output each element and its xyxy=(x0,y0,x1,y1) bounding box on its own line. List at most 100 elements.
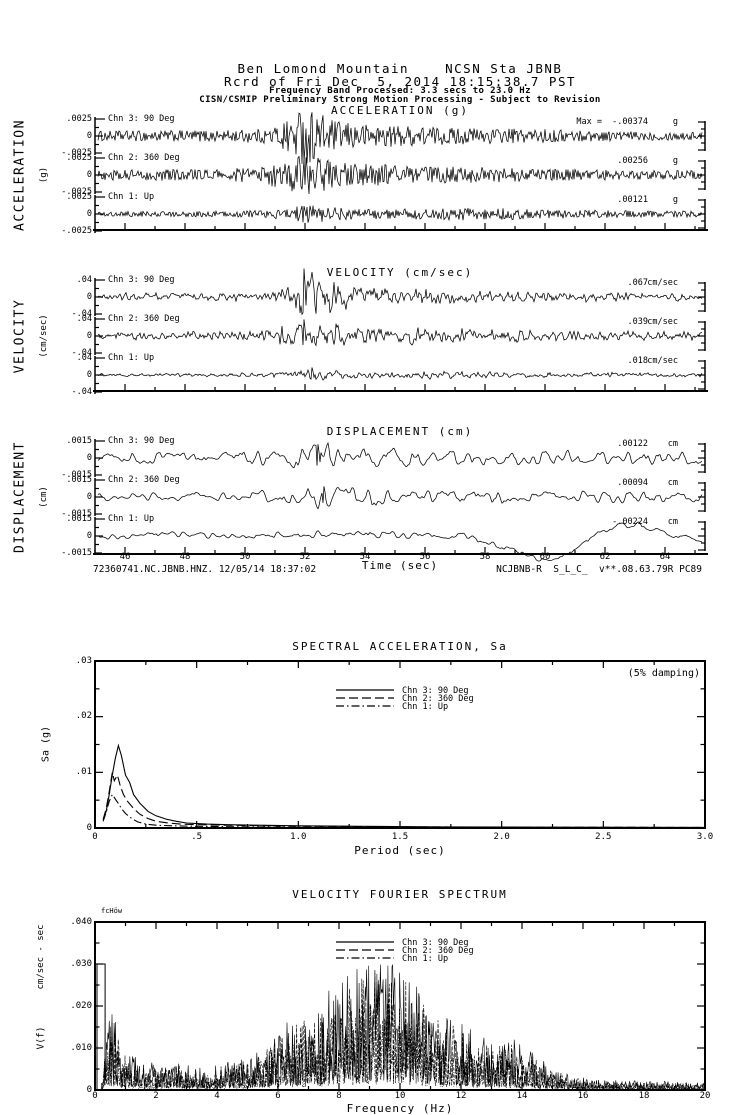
y-tick-label: .04 xyxy=(76,313,92,324)
displacement-panel-title: DISPLACEMENT (cm) xyxy=(326,425,474,438)
processing-version-footer: NCJBNB-R S_L_C_ v**.08.63.79R PC89 xyxy=(496,564,702,575)
peak-value-label: .039 xyxy=(627,317,648,327)
record-datetime: Rcrd of Fri Dec 5, 2014 18:15:38.7 PST xyxy=(224,73,576,89)
y-tick-label: -.0025 xyxy=(61,225,92,236)
x-tick-label: 50 xyxy=(239,552,251,562)
record-id-footer: 72360741.NC.JBNB.HNZ. 12/05/14 18:37:02 xyxy=(93,564,317,575)
sa-y-tick-label: .02 xyxy=(75,711,92,722)
x-tick-label: 58 xyxy=(479,552,491,562)
channel-label: Chn 1: Up xyxy=(108,353,155,363)
peak-unit-label: cm xyxy=(667,478,678,488)
fourier-y-tick-label: .010 xyxy=(70,1042,92,1053)
x-tick-label: 48 xyxy=(179,552,191,562)
y-tick-label: 0 xyxy=(86,208,92,219)
sa-x-axis-label: Period (sec) xyxy=(354,844,446,857)
peak-value-label: .018 xyxy=(627,356,648,366)
time-axis-label: Time (sec) xyxy=(361,559,439,572)
processing-note: CISN/CSMIP Preliminary Strong Motion Pro… xyxy=(199,94,601,105)
fourier-chart-title: VELOCITY FOURIER SPECTRUM xyxy=(292,888,508,901)
y-tick-label: 0 xyxy=(86,291,92,302)
fourier-x-tick-label: 14 xyxy=(516,1091,528,1101)
y-tick-label: -.04 xyxy=(71,386,92,397)
x-tick-label: 52 xyxy=(299,552,311,562)
peak-value-label: -.00224 xyxy=(612,517,648,527)
filter-corner-label: fcHöw xyxy=(101,907,123,915)
y-tick-label: 0 xyxy=(86,330,92,341)
channel-label: Chn 1: Up xyxy=(108,192,155,202)
sa-y-tick-label: 0 xyxy=(86,822,92,833)
x-tick-label: 62 xyxy=(599,552,611,562)
y-tick-label: .0025 xyxy=(66,152,92,163)
y-tick-label: -.0025 xyxy=(61,186,92,197)
velocity-panel-title: VELOCITY (cm/sec) xyxy=(326,266,474,279)
frequency-band-note: Frequency Band Processed: 3.3 secs to 23… xyxy=(269,85,531,96)
x-tick-label: 56 xyxy=(419,552,431,562)
channel-label: Chn 3: 90 Deg xyxy=(108,436,175,446)
displacement-axis-label: DISPLACEMENT xyxy=(12,441,28,553)
peak-value-label: Max = -.00374 xyxy=(576,117,648,127)
fourier-x-tick-label: 20 xyxy=(699,1091,711,1101)
sa-x-tick-label: 1.0 xyxy=(290,832,307,842)
fourier-y-tick-label: 0 xyxy=(86,1084,92,1095)
y-tick-label: 0 xyxy=(86,169,92,180)
peak-value-label: .00121 xyxy=(617,195,648,205)
sa-y-axis-label: Sa (g) xyxy=(40,725,52,763)
sa-y-tick-label: .03 xyxy=(75,655,92,666)
y-tick-label: .0015 xyxy=(66,513,92,524)
channel-label: Chn 2: 360 Deg xyxy=(108,314,180,324)
channel-label: Chn 1: Up xyxy=(108,514,155,524)
y-tick-label: -.0015 xyxy=(61,547,92,558)
sa-x-tick-label: .5 xyxy=(191,832,203,842)
fourier-x-tick-label: 2 xyxy=(153,1091,159,1101)
fourier-x-tick-label: 12 xyxy=(455,1091,467,1101)
fourier-y-tick-label: .030 xyxy=(70,958,92,969)
peak-unit-label: g xyxy=(672,156,678,166)
fourier-y-tick-label: .040 xyxy=(70,916,92,927)
peak-unit-label: g xyxy=(672,195,678,205)
channel-label: Chn 2: 360 Deg xyxy=(108,153,180,163)
fourier-x-tick-label: 8 xyxy=(336,1091,342,1101)
peak-unit-label: g xyxy=(672,117,678,127)
fourier-legend-chn1: Chn 1: Up xyxy=(402,954,449,964)
y-tick-label: 0 xyxy=(86,530,92,541)
y-tick-label: .0015 xyxy=(66,474,92,485)
peak-value-label: .067 xyxy=(627,278,648,288)
peak-unit-label: cm/sec xyxy=(647,317,678,327)
peak-unit-label: cm/sec xyxy=(647,278,678,288)
acceleration-panel-title: ACCELERATION (g) xyxy=(331,104,469,117)
channel-label: Chn 3: 90 Deg xyxy=(108,275,175,285)
y-tick-label: .0025 xyxy=(66,113,92,124)
y-tick-label: -.04 xyxy=(71,308,92,319)
y-tick-label: -.0015 xyxy=(61,469,92,480)
fourier-x-tick-label: 16 xyxy=(577,1091,589,1101)
fourier-x-axis-label: Frequency (Hz) xyxy=(346,1102,454,1115)
channel-label: Chn 2: 360 Deg xyxy=(108,475,180,485)
peak-value-label: .00122 xyxy=(617,439,648,449)
sa-legend-chn2: Chn 2: 360 Deg xyxy=(402,694,474,704)
y-tick-label: .0025 xyxy=(66,191,92,202)
sa-y-tick-label: .01 xyxy=(75,766,92,777)
peak-value-label: .00256 xyxy=(617,156,648,166)
x-tick-label: 46 xyxy=(119,552,131,562)
acceleration-axis-label: ACCELERATION xyxy=(12,119,28,231)
fourier-y-tick-label: .020 xyxy=(70,1000,92,1011)
y-tick-label: -.04 xyxy=(71,347,92,358)
channel-label: Chn 3: 90 Deg xyxy=(108,114,175,124)
peak-unit-label: cm/sec xyxy=(647,356,678,366)
fourier-x-tick-label: 4 xyxy=(214,1091,220,1101)
y-tick-label: 0 xyxy=(86,491,92,502)
y-tick-label: -.0025 xyxy=(61,147,92,158)
fourier-x-tick-label: 6 xyxy=(275,1091,281,1101)
y-tick-label: 0 xyxy=(86,369,92,380)
x-tick-label: 54 xyxy=(359,552,371,562)
fourier-x-tick-label: 0 xyxy=(92,1091,98,1101)
y-tick-label: 0 xyxy=(86,130,92,141)
fourier-x-tick-label: 18 xyxy=(638,1091,650,1101)
sa-legend-chn3: Chn 3: 90 Deg xyxy=(402,686,469,696)
peak-unit-label: cm xyxy=(667,439,678,449)
sa-x-tick-label: 2.5 xyxy=(595,832,612,842)
fourier-legend-chn3: Chn 3: 90 Deg xyxy=(402,938,469,948)
fourier-y-axis-unit-label: cm/sec - sec xyxy=(36,924,46,990)
